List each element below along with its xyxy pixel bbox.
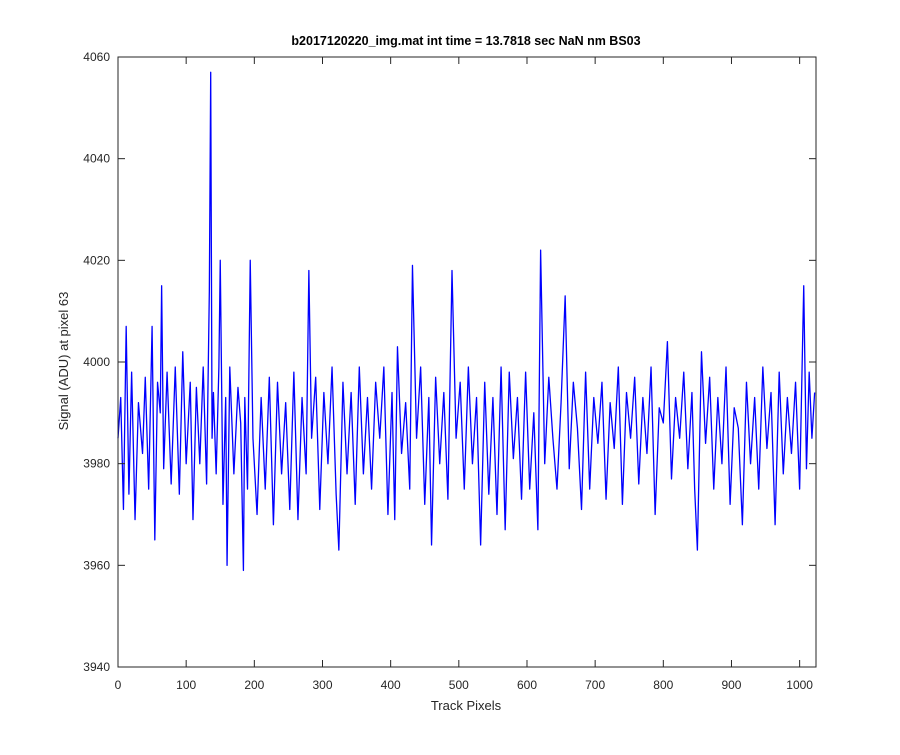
x-tick-label: 400 <box>381 678 401 692</box>
y-tick-label: 3960 <box>83 558 110 572</box>
y-tick-label: 3980 <box>83 457 110 471</box>
series-line-1 <box>117 71 816 572</box>
x-tick-label: 1000 <box>786 678 813 692</box>
x-tick-label: 100 <box>176 678 196 692</box>
x-axis-label: Track Pixels <box>431 698 502 713</box>
y-tick-label: 3940 <box>83 660 110 674</box>
x-tick-label: 900 <box>721 678 741 692</box>
y-tick-label: 4020 <box>83 253 110 267</box>
x-tick-label: 800 <box>653 678 673 692</box>
x-tick-label: 300 <box>312 678 332 692</box>
x-tick-label: 700 <box>585 678 605 692</box>
y-tick-label: 4060 <box>83 50 110 64</box>
x-tick-label: 200 <box>244 678 264 692</box>
x-tick-label: 600 <box>517 678 537 692</box>
y-axis-label: Signal (ADU) at pixel 63 <box>56 292 71 431</box>
chart-title: b2017120220_img.mat int time = 13.7818 s… <box>291 34 640 48</box>
y-tick-label: 4000 <box>83 355 110 369</box>
x-tick-label: 500 <box>449 678 469 692</box>
y-tick-label: 4040 <box>83 152 110 166</box>
x-tick-label: 0 <box>115 678 122 692</box>
